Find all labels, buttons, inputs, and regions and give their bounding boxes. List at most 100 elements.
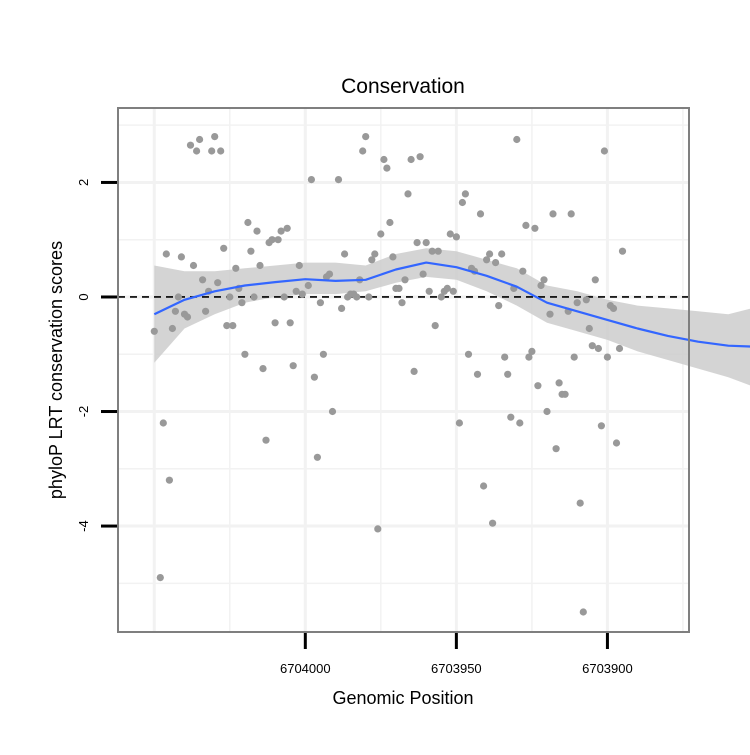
confidence-band <box>154 248 750 386</box>
data-point <box>395 284 403 292</box>
data-point <box>377 230 385 238</box>
data-point <box>495 302 503 310</box>
data-point <box>316 299 324 307</box>
data-point <box>449 287 457 295</box>
data-point <box>256 261 264 270</box>
data-point <box>217 147 225 155</box>
data-point <box>522 221 530 229</box>
data-point <box>555 379 563 387</box>
data-point <box>186 141 195 149</box>
data-point <box>588 342 596 350</box>
data-point <box>576 499 584 507</box>
data-point <box>428 247 436 255</box>
data-point <box>591 276 599 284</box>
panel-border <box>117 107 690 633</box>
data-point <box>585 324 593 333</box>
data-point <box>247 247 255 255</box>
data-point <box>244 218 252 227</box>
data-point <box>483 256 491 264</box>
points-layer <box>150 133 627 616</box>
data-point <box>425 287 433 295</box>
data-point <box>537 281 545 290</box>
data-point <box>597 422 606 430</box>
data-point <box>150 327 158 335</box>
data-point <box>211 133 219 141</box>
data-point <box>516 419 524 427</box>
data-point <box>480 482 488 490</box>
data-point <box>455 419 463 427</box>
data-point <box>618 247 627 255</box>
data-point <box>582 296 590 304</box>
y-tick-label: 2 <box>76 179 91 186</box>
data-point <box>437 293 445 301</box>
data-point <box>259 365 267 373</box>
data-point <box>570 353 578 361</box>
data-point <box>374 525 382 533</box>
data-point <box>362 133 370 141</box>
data-point <box>283 224 291 232</box>
data-point <box>540 276 548 284</box>
smooth-line <box>153 261 750 348</box>
data-point <box>165 476 173 484</box>
data-point <box>446 230 454 238</box>
x-tick-label: 6704000 <box>280 661 331 676</box>
data-point <box>407 155 415 164</box>
data-point <box>223 322 231 330</box>
data-point <box>295 261 303 270</box>
data-point <box>280 293 288 301</box>
data-point <box>422 239 430 247</box>
data-point <box>612 439 621 447</box>
data-point <box>359 147 367 155</box>
data-point <box>600 147 609 155</box>
data-point <box>504 370 512 378</box>
data-point <box>543 407 551 416</box>
data-point <box>383 164 391 172</box>
data-point <box>419 270 427 278</box>
data-point <box>304 281 312 290</box>
data-point <box>250 293 258 301</box>
data-point <box>183 313 192 321</box>
data-point <box>552 445 560 453</box>
data-point <box>159 419 167 427</box>
data-point <box>609 304 618 312</box>
data-point <box>386 218 394 227</box>
data-point <box>313 453 321 461</box>
data-point <box>380 155 388 164</box>
data-point <box>398 299 406 307</box>
smooth-line-layer <box>153 261 750 348</box>
data-point <box>513 135 521 144</box>
data-point <box>177 253 185 261</box>
data-point <box>534 382 542 390</box>
data-point <box>489 519 497 527</box>
data-point <box>498 250 506 258</box>
data-point <box>401 276 409 284</box>
data-point <box>486 250 494 258</box>
data-point <box>567 210 575 218</box>
y-tick-label: -4 <box>76 520 91 532</box>
data-point <box>193 147 201 155</box>
axes: 6704000 6703950 6703900 -4 -2 0 2 <box>76 179 633 676</box>
data-point <box>202 307 210 315</box>
data-point <box>298 290 306 298</box>
y-axis-title: phyloP LRT conservation scores <box>46 241 66 499</box>
data-point <box>274 236 282 244</box>
data-point <box>162 250 170 258</box>
data-point <box>413 239 421 247</box>
data-point <box>353 293 361 301</box>
data-point <box>262 436 270 444</box>
data-point <box>368 256 376 264</box>
data-point <box>174 293 182 301</box>
data-point <box>253 227 261 235</box>
data-point <box>365 293 373 301</box>
data-point <box>371 250 379 258</box>
data-point <box>328 407 337 416</box>
data-point <box>443 284 451 292</box>
data-point <box>241 350 249 358</box>
data-point <box>325 270 334 278</box>
data-point <box>519 267 527 275</box>
data-point <box>549 210 557 218</box>
data-point <box>334 176 343 184</box>
